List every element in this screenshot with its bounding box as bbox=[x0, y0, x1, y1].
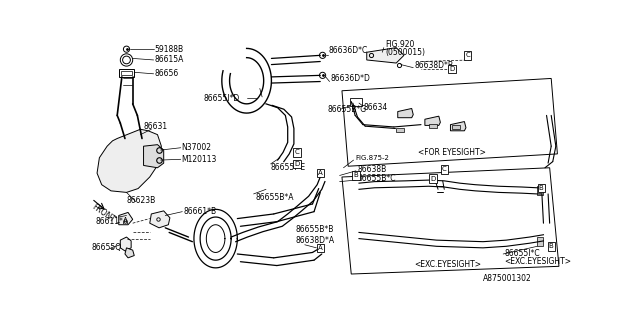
Text: 59188B: 59188B bbox=[154, 45, 184, 54]
Text: 86634: 86634 bbox=[364, 103, 388, 112]
Polygon shape bbox=[143, 145, 164, 168]
Text: C: C bbox=[442, 166, 447, 172]
Text: 86638D*A: 86638D*A bbox=[296, 236, 335, 245]
Text: C: C bbox=[294, 149, 300, 156]
Text: 86655B*C: 86655B*C bbox=[358, 174, 396, 183]
Bar bbox=[349, 99, 362, 106]
Text: (0500015): (0500015) bbox=[385, 48, 426, 57]
Text: 86655B*B: 86655B*B bbox=[296, 225, 334, 234]
Text: <FOR EYESIGHT>: <FOR EYESIGHT> bbox=[418, 148, 486, 157]
Text: B: B bbox=[539, 185, 543, 191]
Text: 86638B: 86638B bbox=[358, 165, 387, 174]
Text: D: D bbox=[294, 161, 300, 167]
Text: M120113: M120113 bbox=[182, 155, 217, 164]
Bar bbox=[429, 124, 436, 129]
Text: D: D bbox=[449, 66, 454, 72]
Text: 86661*B: 86661*B bbox=[183, 207, 216, 216]
Polygon shape bbox=[425, 116, 440, 125]
Text: 86631: 86631 bbox=[143, 123, 168, 132]
Text: A875001302: A875001302 bbox=[483, 274, 532, 283]
Text: 86656: 86656 bbox=[154, 69, 179, 78]
Polygon shape bbox=[451, 122, 466, 131]
Bar bbox=[119, 69, 134, 77]
Bar bbox=[396, 128, 404, 132]
Text: 86655B*A: 86655B*A bbox=[255, 193, 294, 202]
Text: 86655I*C: 86655I*C bbox=[505, 250, 540, 259]
Text: B: B bbox=[549, 243, 554, 249]
Text: D: D bbox=[430, 176, 435, 181]
Text: N37002: N37002 bbox=[182, 143, 212, 152]
Bar bbox=[537, 237, 543, 246]
Bar bbox=[121, 71, 132, 75]
Polygon shape bbox=[367, 48, 404, 63]
Text: 86623B: 86623B bbox=[127, 196, 156, 204]
Text: 86655I*D: 86655I*D bbox=[204, 94, 240, 103]
Bar bbox=[537, 186, 543, 196]
Text: 86636D*C: 86636D*C bbox=[329, 46, 368, 55]
Text: 86655Q: 86655Q bbox=[92, 243, 122, 252]
Polygon shape bbox=[397, 108, 413, 118]
Bar bbox=[452, 124, 460, 129]
Text: FRONT: FRONT bbox=[90, 203, 116, 225]
Text: 86655I*E: 86655I*E bbox=[271, 163, 306, 172]
Text: A: A bbox=[318, 245, 323, 251]
Text: 86615A: 86615A bbox=[154, 55, 184, 64]
Text: FIG.875-2: FIG.875-2 bbox=[355, 155, 389, 161]
Text: FIG.920: FIG.920 bbox=[385, 40, 415, 49]
Text: B: B bbox=[353, 172, 358, 179]
Polygon shape bbox=[125, 248, 134, 258]
Text: C: C bbox=[465, 52, 470, 58]
Text: <EXC.EYESIGHT>: <EXC.EYESIGHT> bbox=[505, 257, 572, 266]
Text: 86655B*G: 86655B*G bbox=[328, 105, 367, 114]
Text: <EXC.EYESIGHT>: <EXC.EYESIGHT> bbox=[415, 260, 482, 269]
Text: 86638D*B: 86638D*B bbox=[415, 61, 454, 70]
Polygon shape bbox=[150, 211, 170, 228]
Polygon shape bbox=[97, 129, 161, 192]
Text: A: A bbox=[318, 170, 323, 176]
Text: 86636D*D: 86636D*D bbox=[330, 74, 370, 83]
Polygon shape bbox=[119, 212, 132, 225]
Polygon shape bbox=[120, 237, 131, 251]
Text: 86611*A: 86611*A bbox=[95, 217, 129, 226]
